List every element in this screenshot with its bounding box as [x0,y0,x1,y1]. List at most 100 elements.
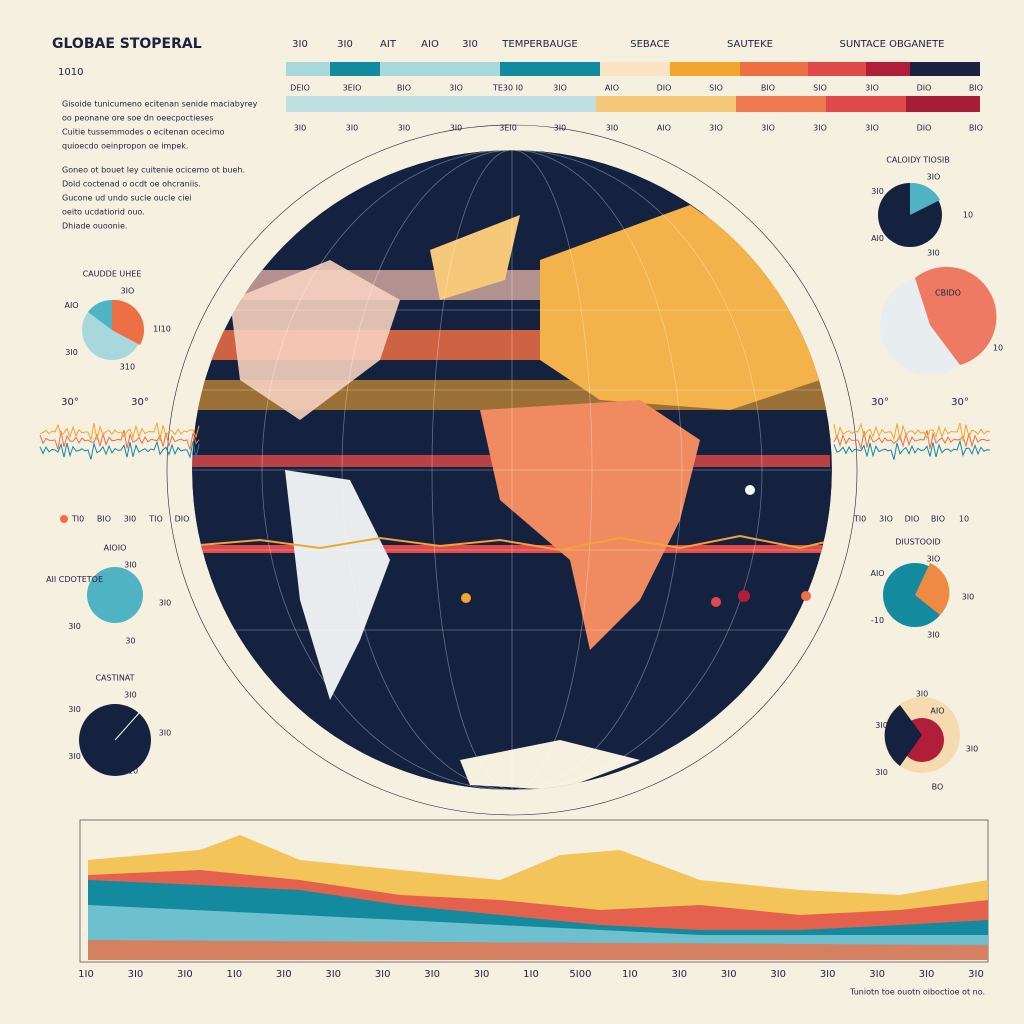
label: 3I0 [325,969,341,980]
label: Goneo ot bouet ley cuitenie ocicemo ot b… [62,166,245,175]
label: AIO [64,301,78,310]
label: 10 [959,515,969,524]
label: quioecdo oeinpropon oe impek. [62,142,188,151]
label: DEIO [290,84,310,93]
label: 30° [61,397,79,408]
label: DIO [917,84,932,93]
label: -10 [871,616,884,625]
label: 30° [951,397,969,408]
orbit [166,124,858,816]
globe-labels: 30° 30° 30° 30° TI0 BIO 3I0 TIO DIO TI0 3IO DIO BIO 1… [61,397,969,524]
label: Cuitie tussemmodes o ecitenan ocecimo [62,128,225,137]
label: 3I0 [770,969,786,980]
label: 3IO [865,124,879,133]
label: AI0 [871,234,884,243]
label: Tuniotn toe ouotn oiboctioe ot no. [849,988,985,997]
label: 30° [871,397,889,408]
label: TE30 I0 [492,84,523,93]
label: SUNTACE OBGANETE [840,39,945,50]
label: BIO [969,124,983,133]
label: 3I0 [159,599,172,608]
label: 3I0 [124,560,137,569]
label: BIO [931,515,945,524]
label: CALOIDY TIOSIB [886,156,950,165]
widget-labels: CAUDDE UHEE1I103103I0AIO3IOAIOIO3I0303I0… [46,156,1003,792]
label: oo peonane ore soe dn oeecpoctieses [62,114,213,123]
label: 3I0 [606,124,619,133]
label: BIO [97,515,111,524]
label: 30 [125,637,135,646]
label: 3IO [813,124,827,133]
label: 1I0 [622,969,638,980]
scale-labels: 3I0 3I0 AIT AIO 3I0 TEMPERBAUGE SEBACE SAUTEKE S… [290,39,983,133]
wave [39,422,200,442]
label: 310 [123,767,138,776]
label: 3I0 [398,124,411,133]
label: 3I0 [554,124,567,133]
label: 3I0 [128,969,144,980]
label: 3I0 [869,969,885,980]
label: CBIDO [935,289,961,298]
label: 3I0 [177,969,193,980]
label: 310 [120,363,135,372]
label: 3I0 [450,124,463,133]
subtitle: 1010 [58,67,83,78]
label: AII CDOTETOE [46,575,103,584]
pies [79,182,997,776]
label: oeito ucdatiorid ouo. [62,208,145,217]
wave [39,429,200,450]
label: AIT [380,39,397,50]
label: 3I0 [474,969,490,980]
label: 10 [993,344,1003,353]
label: 3I0 [276,969,292,980]
title: GLOBAE STOPERAL [52,36,202,52]
label: DIO [917,124,932,133]
label: 3I0 [346,124,359,133]
label: 3I0 [820,969,836,980]
label: 5I00 [569,969,591,980]
label: AIO [870,569,884,578]
label: AIO [930,706,944,715]
label: 3I0 [424,969,440,980]
label: 3IO [709,124,723,133]
label: Dhiade ouoonie. [62,222,127,231]
wave [833,439,991,460]
label: 3I0 [159,729,172,738]
label: 3IO [879,515,893,524]
label: 3I0 [68,752,81,761]
label: 30° [131,397,149,408]
label: BIO [397,84,411,93]
label: TIO [148,515,163,524]
label: 3I0 [962,593,975,602]
label: DIO [905,515,920,524]
dots [60,485,811,607]
wave-bands [39,422,991,460]
label: 3I0 [966,745,979,754]
label: 3IO [449,84,463,93]
label: 3I0 [375,969,391,980]
label: TI0 [71,515,84,524]
label: 3I0 [124,690,137,699]
label: 1I10 [153,325,171,334]
globe [192,150,832,790]
label: 1I0 [78,969,94,980]
label: 3I0 [68,705,81,714]
label: 3I0 [337,39,353,50]
label: 3IO [865,84,879,93]
label: 3IO [121,286,135,295]
label: CAUDDE UHEE [83,270,142,279]
label: Gisoide tunicumeno ecitenan senide macia… [62,100,258,109]
label: 3I0 [671,969,687,980]
wave [39,440,200,460]
label: DIO [175,515,190,524]
label: SIO [813,84,827,93]
bottom-chart [79,819,989,963]
label: AIO [605,84,619,93]
label: 3I0 [875,768,888,777]
label: 3I0 [871,187,884,196]
label: 3I0 [294,124,307,133]
label: CASTINAT [95,674,134,683]
label: BIO [969,84,983,93]
label: 3EIO [343,84,362,93]
